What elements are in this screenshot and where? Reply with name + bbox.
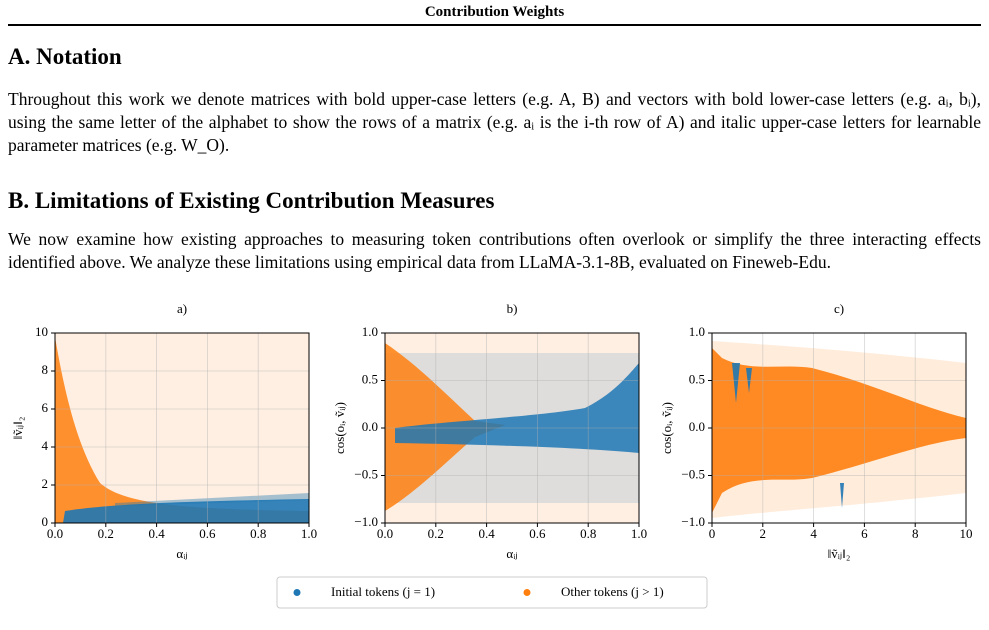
y-tick-label: 0.5: [362, 371, 378, 386]
x-axis-label: αᵢⱼ: [176, 546, 187, 561]
y-tick-label: 1.0: [362, 324, 378, 339]
y-tick-label: −0.5: [354, 466, 378, 481]
x-tick-label: 0.8: [250, 526, 266, 541]
section-heading: A. Notation: [8, 44, 122, 69]
x-tick-label: 0.4: [478, 526, 495, 541]
x-tick-label: 8: [912, 526, 919, 541]
x-tick-label: 0.6: [199, 526, 216, 541]
point-cloud: [712, 348, 966, 513]
x-tick-label: 0.0: [377, 526, 393, 541]
running-header: Contribution Weights: [424, 4, 565, 20]
y-axis-label: cos(oᵢ, ṽᵢⱼ): [659, 402, 674, 454]
y-tick-label: 8: [42, 362, 49, 377]
point-cloud: [115, 493, 309, 506]
paragraph: We now examine how existing approaches t…: [8, 229, 981, 272]
panel-title: c): [834, 301, 844, 316]
y-tick-label: 0.0: [362, 419, 378, 434]
x-tick-label: 2: [760, 526, 767, 541]
legend-marker: [523, 589, 531, 596]
panel-title: b): [507, 301, 518, 316]
scatter-panel: b) 0.0 0.2 0.4 0.6 0.8 1.0 −1.0 −0.5 0.0 0.5 1.0 αᵢⱼ…: [332, 301, 647, 561]
x-tick-label: 0.0: [47, 526, 63, 541]
panel-title: a): [177, 301, 187, 316]
y-tick-label: −1.0: [354, 514, 378, 529]
x-tick-label: 6: [861, 526, 868, 541]
legend-frame: [276, 576, 708, 609]
section-heading: B. Limitations of Existing Contribution …: [8, 188, 495, 213]
header-rule: [8, 24, 981, 26]
x-tick-label: 0: [709, 526, 716, 541]
x-axis-label: αᵢⱼ: [506, 546, 517, 561]
y-tick-label: 10: [35, 324, 48, 339]
y-axis-label: ‖ṽᵢⱼ‖₂: [10, 417, 25, 440]
legend-label: Other tokens (j > 1): [561, 584, 664, 599]
x-tick-label: 0.4: [148, 526, 165, 541]
y-tick-label: −1.0: [681, 514, 705, 529]
x-tick-label: 0.6: [529, 526, 546, 541]
plot-frame: [711, 332, 967, 524]
x-tick-label: 0.2: [98, 526, 114, 541]
scatter-panel: a) 0.0 0.2 0.4 0.6 0.8 1.0 0 2 4 6 8 10 αᵢⱼ ‖ṽᵢⱼ‖₂: [10, 301, 317, 561]
y-tick-label: 1.0: [689, 324, 705, 339]
x-axis-label: ‖ṽᵢⱼ‖₂: [828, 546, 851, 561]
y-tick-label: 0.0: [689, 419, 705, 434]
y-tick-label: 0.5: [689, 371, 705, 386]
figure: a) 0.0 0.2 0.4 0.6 0.8 1.0 0 2 4 6 8 10 αᵢⱼ ‖ṽᵢⱼ‖₂ b) 0.…: [10, 301, 973, 609]
y-tick-label: 4: [42, 438, 49, 453]
y-axis-label: cos(oᵢ, ṽᵢⱼ): [332, 402, 347, 454]
y-tick-label: 2: [42, 476, 49, 491]
plot-frame: [54, 332, 310, 524]
x-tick-label: 4: [810, 526, 817, 541]
point-cloud: [63, 499, 309, 523]
scatter-panel: c) 0 2 4 6 8 10 −1.0 −0.5 0.0 0.5 1.0 ‖ṽᵢⱼ‖₂ cos(oᵢ, …: [659, 301, 973, 561]
point-cloud: [55, 337, 309, 523]
paragraph: Throughout this work we denote matrices …: [8, 89, 981, 155]
y-tick-label: 6: [42, 400, 49, 415]
x-tick-label: 1.0: [631, 526, 647, 541]
point-cloud: [395, 363, 639, 453]
legend: Initial tokens (j = 1) Other tokens (j > …: [276, 576, 708, 609]
point-cloud: [55, 333, 309, 523]
x-tick-label: 0.8: [580, 526, 596, 541]
x-tick-label: 0.2: [428, 526, 444, 541]
plot-frame: [384, 332, 640, 524]
y-tick-label: −0.5: [681, 466, 705, 481]
y-tick-label: 0: [42, 514, 49, 529]
legend-marker: [293, 589, 301, 596]
legend-label: Initial tokens (j = 1): [331, 584, 435, 599]
x-tick-label: 1.0: [301, 526, 317, 541]
x-tick-label: 10: [960, 526, 973, 541]
